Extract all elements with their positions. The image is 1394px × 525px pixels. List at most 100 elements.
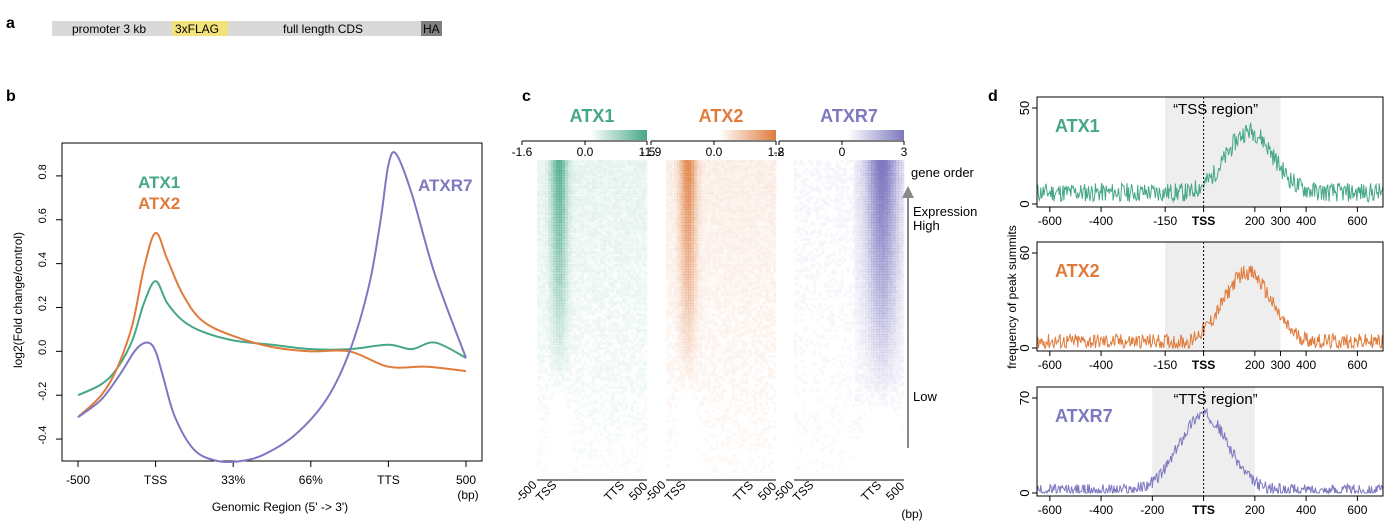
chart-b-xlabel: Genomic Region (5' -> 3') [212, 500, 348, 514]
heatmap-title-atxr7: ATXR7 [820, 106, 878, 126]
chart-d-frame [1036, 386, 1384, 497]
chart-d-trace-atxr7 [1036, 407, 1384, 495]
panel-label-d: d [988, 88, 998, 105]
heatmap-scale-label: 0.0 [577, 145, 594, 159]
chart-d-ytick-label: 60 [1017, 246, 1032, 260]
chart-b-ytick-label: 0.8 [37, 164, 49, 179]
chart-d-shade [1165, 242, 1281, 351]
chart-d-xtick-label: -150 [1153, 214, 1177, 228]
ha-tag [421, 21, 442, 36]
chart-d-xtick-label: -400 [1089, 214, 1113, 228]
panel-label-c: c [522, 88, 531, 105]
heatmap-xunit: (bp) [901, 507, 922, 521]
heatmap-xtick-label: TSS [790, 478, 816, 504]
chart-d-region-label: “TTS region” [1173, 391, 1257, 408]
construct-diagram: promoter 3 kb 3xFLAG full length CDS HA [52, 21, 442, 36]
cds-label: full length CDS [283, 22, 363, 36]
chart-d-xtick-label: -150 [1153, 358, 1177, 372]
expression-arrowhead [902, 186, 914, 198]
chart-d-xtick-label: -600 [1038, 358, 1062, 372]
construct-bar [52, 21, 442, 36]
legend-atx1: ATX1 [138, 173, 180, 192]
chart-d-ytick-label: 70 [1017, 391, 1032, 405]
chart-d-xtick-label: 200 [1245, 503, 1265, 517]
heatmap-xtick-label: TTS [730, 478, 756, 504]
expression-label: Expression [913, 204, 977, 219]
chart-d-xtick-label: 600 [1347, 214, 1367, 228]
chart-d-xtick-label: -400 [1089, 358, 1113, 372]
chart-d-shade [1165, 97, 1281, 207]
chart-d-xtick-label: 400 [1296, 358, 1316, 372]
heatmap-xtick-label: TSS [662, 478, 688, 504]
chart-b-xunit: (bp) [457, 488, 478, 502]
chart-b-ytick-label: -0.2 [37, 382, 49, 401]
chart-d-xtick-label: TSS [1192, 358, 1215, 372]
gene-order-label: gene order [911, 165, 975, 180]
chart-d-xtick-label: 600 [1347, 358, 1367, 372]
panel-label-b: b [6, 88, 16, 105]
heatmap-xtick-label: TSS [533, 478, 559, 504]
chart-b-ytick-label: 0.2 [37, 296, 49, 311]
chart-d-trace-atx1 [1036, 122, 1384, 204]
chart-d-ylabel: frequency of peak summits [1005, 225, 1019, 368]
chart-d-xtick-label: 400 [1296, 214, 1316, 228]
chart-d-xtick-label: 300 [1270, 214, 1290, 228]
heatmap-scale-atxr7 [779, 130, 904, 140]
chart-b-line-atxr7 [77, 151, 467, 464]
chart-d-label-atx2: ATX2 [1055, 261, 1100, 281]
chart-b-xtick-label: TTS [377, 473, 400, 487]
heatmap-xtick-label: TTS [858, 478, 884, 504]
heatmap-atx1 [537, 160, 648, 473]
heatmap-scale-label: 1.5 [639, 145, 656, 159]
chart-d-label-atxr7: ATXR7 [1055, 406, 1113, 426]
legend-atxr7: ATXR7 [418, 176, 472, 195]
chart-d-xtick-label: -600 [1038, 214, 1062, 228]
chart-d-ytick-label: 0 [1017, 200, 1032, 207]
chart-b-ytick-label: 0.4 [37, 252, 49, 267]
chart-b-ytick-label: -0.4 [37, 426, 49, 445]
chart-d-label-atx1: ATX1 [1055, 116, 1100, 136]
flag-label: 3xFLAG [175, 22, 219, 36]
heatmap-scale-label: 1.8 [768, 145, 785, 159]
ha-label: HA [423, 22, 440, 36]
low-label: Low [913, 389, 937, 404]
chart-d-ytick-label: 0 [1017, 489, 1032, 496]
heatmap-scale-label: -2 [774, 145, 785, 159]
chart-d-xtick-label: -400 [1089, 503, 1113, 517]
chart-d: frequency of peak summits 0 50 -600 -400 -15… [1005, 96, 1384, 517]
chart-b-ytick-label: 0.6 [37, 208, 49, 223]
chart-d-xtick-label: TTS [1192, 503, 1215, 517]
legend-atx2: ATX2 [138, 194, 180, 213]
chart-b-ytick-label: 0.0 [37, 340, 49, 355]
chart-d-xtick-label: -600 [1038, 503, 1062, 517]
chart-d-xtick-label: 200 [1245, 358, 1265, 372]
chart-b-xtick-label: TSS [144, 473, 167, 487]
high-label: High [913, 218, 940, 233]
heatmap-scale-atx1 [522, 130, 647, 140]
promoter-label: promoter 3 kb [72, 22, 146, 36]
chart-d-xtick-label: TSS [1192, 214, 1215, 228]
heatmap-atxr7 [794, 160, 905, 472]
chart-b-xtick-label: -500 [66, 473, 90, 487]
heatmap-title-atx1: ATX1 [570, 106, 615, 126]
heatmap-title-atx2: ATX2 [699, 106, 744, 126]
chart-d-xtick-label: 600 [1347, 503, 1367, 517]
chart-d-region-label: “TSS region” [1173, 101, 1258, 118]
chart-d-xtick-label: -200 [1140, 503, 1164, 517]
chart-d-xtick-label: 200 [1245, 214, 1265, 228]
chart-d-xtick-label: 300 [1270, 358, 1290, 372]
heatmap-atx2 [666, 160, 777, 473]
chart-b-xtick-label: 66% [299, 473, 323, 487]
heatmap-scale-atx2 [651, 130, 776, 140]
chart-d-trace-atx2 [1036, 265, 1384, 350]
heatmap-scale-label: 0 [839, 145, 846, 159]
flag-tag [172, 21, 228, 36]
chart-b-xtick-label: 500 [456, 473, 476, 487]
chart-b-line-atx1 [77, 280, 467, 397]
chart-d-shade [1152, 387, 1255, 496]
heatmap-scale-label: -1.9 [641, 145, 662, 159]
heatmap-scale-label: 3 [901, 145, 908, 159]
chart-d-frame [1036, 96, 1384, 208]
chart-d-frame [1036, 241, 1384, 352]
